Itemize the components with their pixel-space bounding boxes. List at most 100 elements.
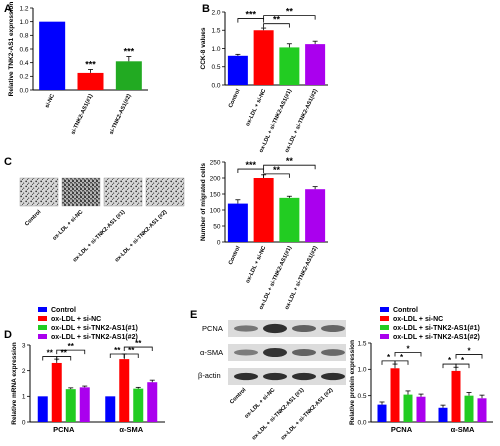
legend-d-label-control: Control (51, 307, 76, 314)
panel-b-significance-bracket (263, 23, 290, 28)
panel-d-significance-label: ** (114, 346, 121, 355)
panel-a-y-tick-label: 0.2 (19, 74, 28, 81)
legend-d-swatch-si-1 (38, 325, 47, 330)
panel-letter-e: E (190, 309, 197, 321)
panel-d-bar-sma-ox-ldl-si-nc (119, 359, 130, 422)
micrograph-si-nc (61, 177, 101, 207)
blot-label-pcna: PCNA (202, 324, 223, 333)
micrograph-si-tnk2-as1-2 (145, 177, 185, 207)
panel-e-bar-pcna-ox-ldl-si-nc (390, 368, 400, 422)
chart-b: 0.0 0.5 1.0 1.5 2.0 CCK-8 values Control ox-LDL… (200, 7, 328, 154)
panel-e-y-axis-label: Relative protein expression (349, 340, 356, 425)
panel-d-y-tick-label: 3 (22, 342, 26, 349)
panel-a-bar-si-tnk2-as1-1 (77, 72, 104, 90)
western-blot: PCNA α-SMA β-actin Control ox-LDL + si-N… (198, 320, 346, 442)
panel-c-bar-ox-ldl-si-tnk2-as1-1 (279, 197, 300, 242)
panel-b-significance-label: ** (273, 15, 281, 25)
panel-a-y-tick-label: 0.8 (19, 33, 28, 40)
panel-c-x-tick-label: ox-LDL + si-NC (245, 245, 267, 284)
panel-e-significance-label: * (400, 353, 404, 362)
blot-band (234, 349, 258, 356)
panel-e-x-tick-label: PCNA (391, 425, 413, 434)
panel-d-y-tick-label: 1 (22, 394, 26, 401)
panel-e-bar-sma-ox-ldl-si-tnk2-as1-1 (464, 395, 474, 422)
panel-d-bar-sma-ox-ldl-si-tnk2-as1-1 (133, 388, 144, 422)
panel-d-bar-sma-ox-ldl-si-tnk2-as1-2 (147, 382, 158, 422)
panel-d-significance-label: ** (47, 349, 54, 358)
blot-band (292, 324, 316, 333)
panel-a-significance-label: *** (124, 47, 135, 57)
panel-e-bar-pcna-control (377, 404, 387, 422)
panel-e-significance-bracket (455, 363, 470, 369)
panel-b-significance-bracket (263, 15, 316, 20)
panel-d-significance-label: ** (135, 339, 142, 348)
legend-e-label-control: Control (393, 307, 418, 314)
panel-a-y-tick-label: 0.0 (19, 87, 28, 94)
blot-band (263, 323, 287, 334)
panel-d-y-axis-label: Relative mRNA expression (11, 342, 18, 425)
panel-letter-a: A (4, 3, 12, 15)
panel-e-significance-label: * (387, 353, 391, 362)
legend-d-swatch-control (38, 307, 47, 312)
micrograph-si-tnk2-as1-1 (103, 177, 143, 207)
blot-label-asma: α-SMA (200, 348, 223, 357)
blot-bands (234, 323, 345, 381)
legend-e-label-si-2: ox-LDL + si-TNK2-AS1(#2) (393, 334, 480, 341)
panel-a-bar-si-tnk2-as1-2 (115, 61, 142, 90)
blot-band (321, 325, 345, 332)
panel-e-significance-label: * (467, 347, 471, 356)
panel-e-significance-bracket (455, 354, 483, 359)
panel-c-significance-bracket (263, 173, 290, 178)
micrograph-label-2: ox-LDL + si-NC (52, 209, 85, 242)
panel-c-bar-ox-ldl-si-tnk2-as1-2 (305, 189, 326, 242)
panel-a-x-tick-label: si-TNK2-AS1(#1) (70, 93, 94, 135)
blot-band (234, 325, 258, 332)
chart-a: 0.0 0.2 0.4 0.6 0.8 1.0 1.2 Relative TNK2-AS1 e… (8, 2, 148, 136)
panel-c-y-tick-label: 250 (210, 159, 221, 166)
panel-a-y-tick-label: 0.6 (19, 46, 28, 53)
panel-d-y-tick-label: 0 (22, 419, 26, 426)
panel-d-significance-label: ** (61, 349, 68, 358)
panel-e-y-tick-label: 0.5 (357, 393, 366, 400)
panel-c-y-tick-label: 200 (210, 175, 221, 182)
panel-b-bar-ox-ldl-si-tnk2-as1-1 (279, 47, 300, 85)
panel-d-bar-pcna-ox-ldl-si-nc (51, 362, 62, 422)
panel-e-bar-sma-control (438, 407, 448, 422)
micrograph-control (19, 177, 59, 207)
panel-b-y-tick-label: 0.0 (211, 82, 220, 89)
blot-band (263, 347, 287, 358)
panel-e-significance-bracket (394, 360, 409, 365)
legend-e-swatch-si-2 (380, 334, 389, 339)
legend-d-label-si-2: ox-LDL + si-TNK2-AS1(#2) (51, 334, 138, 341)
legend-d-swatch-si-2 (38, 334, 47, 339)
panel-a-significance-label: *** (85, 60, 96, 70)
blot-band (263, 372, 287, 381)
legend-d: Control ox-LDL + si-NC ox-LDL + si-TNK2-… (38, 307, 138, 341)
panel-b-significance-label: *** (245, 10, 256, 20)
migration-micrographs: Control ox-LDL + si-NC ox-LDL + si-TNK2-… (19, 177, 185, 264)
panel-d-bar-pcna-ox-ldl-si-tnk2-as1-2 (79, 387, 90, 422)
panel-c-significance-label: ** (286, 156, 294, 166)
blot-band (292, 349, 316, 356)
panel-letter-b: B (202, 3, 210, 15)
panel-e-significance-label: * (448, 356, 452, 365)
panel-e-significance-label: * (461, 356, 465, 365)
blot-band (292, 372, 316, 381)
panel-b-y-tick-label: 1.0 (211, 46, 220, 53)
panel-c-y-tick-label: 100 (210, 207, 221, 214)
legend-e: Control ox-LDL + si-NC ox-LDL + si-TNK2-… (380, 307, 480, 341)
panel-e-x-tick-label: α-SMA (451, 425, 475, 434)
panel-d-bar-pcna-ox-ldl-si-tnk2-as1-1 (65, 389, 76, 422)
panel-e-y-tick-label: 0.0 (357, 419, 366, 426)
panel-c-y-axis-label: Number of migrated cells (200, 163, 207, 241)
panel-e-bar-sma-ox-ldl-si-tnk2-as1-2 (477, 398, 487, 422)
panel-b-bar-ox-ldl-si-tnk2-as1-2 (305, 44, 326, 85)
micrograph-label-1: Control (24, 209, 43, 228)
panel-c-significance-label: ** (273, 165, 281, 175)
panel-b-y-tick-label: 2.0 (211, 9, 220, 16)
lane-label-3: ox-LDL + si-TNK2-AS1 (#1) (251, 387, 305, 441)
panel-d-significance-label: ** (68, 342, 75, 351)
legend-e-swatch-si-1 (380, 325, 389, 330)
